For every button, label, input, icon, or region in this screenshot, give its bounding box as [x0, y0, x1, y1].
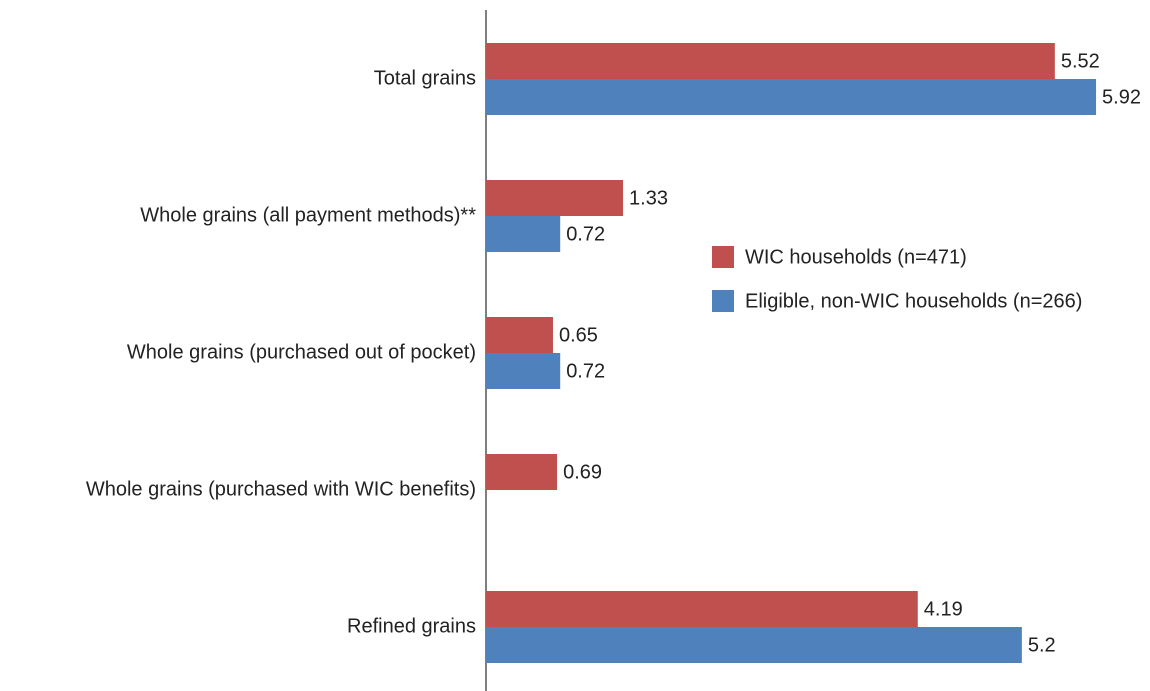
data-label: 1.33	[629, 187, 668, 209]
legend-label: Eligible, non-WIC households (n=266)	[745, 290, 1082, 312]
category-label: Whole grains (all payment methods)**	[140, 204, 476, 226]
data-label: 4.19	[924, 598, 963, 620]
category-label: Whole grains (purchased with WIC benefit…	[86, 478, 476, 500]
data-label: 0.65	[559, 324, 598, 346]
bar	[486, 180, 624, 216]
bar	[486, 317, 553, 353]
data-label: 0.69	[563, 461, 602, 483]
bar	[486, 627, 1022, 663]
bar	[486, 79, 1097, 115]
legend-label: WIC households (n=471)	[745, 246, 967, 268]
bar	[486, 591, 918, 627]
data-label: 0.72	[566, 360, 605, 382]
data-label: 5.2	[1028, 634, 1056, 656]
data-label: 5.92	[1102, 86, 1141, 108]
category-label: Total grains	[374, 67, 476, 89]
bar	[486, 216, 561, 252]
data-label: 5.52	[1061, 50, 1100, 72]
category-label: Whole grains (purchased out of pocket)	[127, 341, 476, 363]
bar	[486, 454, 558, 490]
category-label: Refined grains	[347, 615, 476, 637]
legend-swatch	[712, 290, 734, 312]
bar	[486, 353, 561, 389]
bar	[486, 43, 1055, 79]
legend-swatch	[712, 246, 734, 268]
data-label: 0.72	[566, 223, 605, 245]
